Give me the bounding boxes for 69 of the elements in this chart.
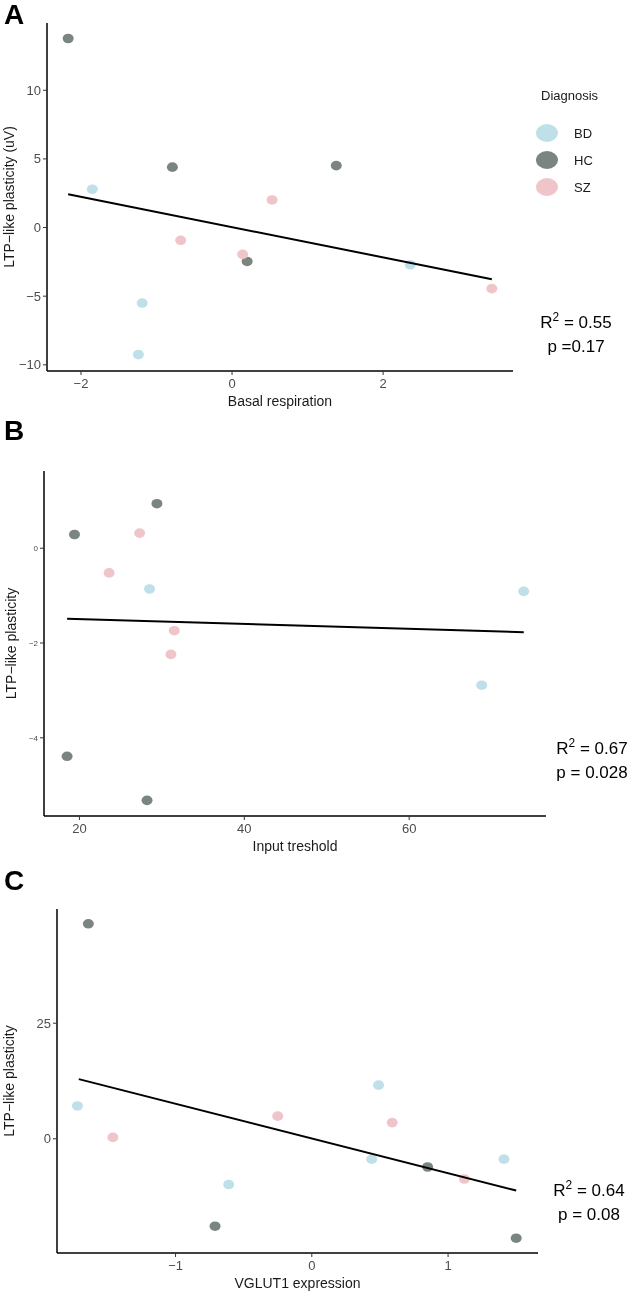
text: p = 0.08 xyxy=(558,1205,620,1224)
x-tick-label: 40 xyxy=(237,821,252,836)
point xyxy=(175,235,187,246)
point xyxy=(237,249,249,260)
point xyxy=(134,528,146,538)
point xyxy=(486,283,498,294)
point xyxy=(62,33,74,44)
point xyxy=(366,1154,378,1164)
point xyxy=(510,1233,522,1243)
chart-title: A xyxy=(4,0,25,30)
x-tick-label: 0 xyxy=(308,1258,316,1273)
x-tick-label: 1 xyxy=(444,1258,452,1273)
x-tick-label: −1 xyxy=(168,1258,183,1273)
point xyxy=(103,568,115,578)
text: p =0.17 xyxy=(547,337,605,356)
point xyxy=(330,160,342,171)
point xyxy=(272,1111,284,1121)
y-tick-label: −4 xyxy=(28,733,39,743)
point xyxy=(107,1132,119,1143)
text: R$^{2}$= 0.67 xyxy=(556,736,628,758)
point xyxy=(61,751,73,762)
legend-title: Diagnosis xyxy=(541,88,599,103)
y-tick-label: −2 xyxy=(28,638,39,648)
point xyxy=(168,625,180,636)
chart-title: B xyxy=(4,415,25,446)
y-tick-label: 5 xyxy=(33,151,41,167)
point xyxy=(166,162,178,172)
point xyxy=(498,1154,510,1164)
x-tick-label: 2 xyxy=(379,376,387,391)
point xyxy=(136,298,148,308)
x-tick-label: −2 xyxy=(73,376,89,391)
y-tick-label: 0 xyxy=(33,220,41,236)
point xyxy=(223,1179,235,1190)
y-axis-title: LTP−like plasticity xyxy=(1,1025,17,1137)
point xyxy=(386,1117,398,1128)
y-tick-label: −10 xyxy=(18,357,41,373)
point xyxy=(141,795,153,806)
point xyxy=(71,1101,83,1111)
x-tick-label: 60 xyxy=(401,821,417,836)
x-axis-title: Input treshold xyxy=(252,838,338,854)
text: R$^{2}$ = 0.64 xyxy=(553,1178,625,1200)
point xyxy=(132,349,144,360)
point xyxy=(209,1221,221,1231)
point xyxy=(518,586,530,597)
point xyxy=(86,184,98,195)
point xyxy=(144,584,156,594)
y-axis-title: LTP−like plasticity (uV) xyxy=(1,126,17,268)
text: p = 0.028 xyxy=(556,763,628,782)
y-tick-label: 0 xyxy=(33,544,39,554)
y-tick-label: 10 xyxy=(26,82,41,98)
text: R$^{2}$ = 0.55 xyxy=(540,310,612,332)
point xyxy=(82,919,94,929)
chart-title: C xyxy=(4,865,25,896)
y-axis-title: LTP−like plasticity xyxy=(3,587,19,700)
y-tick-label: −5 xyxy=(26,288,41,304)
y-tick-label: 25 xyxy=(36,1015,51,1031)
point xyxy=(69,529,80,540)
point xyxy=(165,649,177,660)
x-axis-title: VGLUT1 expression xyxy=(234,1275,361,1291)
x-axis-title: Basal respiration xyxy=(227,393,333,409)
point xyxy=(266,195,278,205)
legend-label: HC xyxy=(574,153,593,169)
point xyxy=(373,1080,385,1090)
point xyxy=(476,680,488,690)
legend-label: SZ xyxy=(574,180,591,196)
x-tick-label: 0 xyxy=(228,376,236,391)
legend-label: BD xyxy=(574,126,593,142)
x-tick-label: 20 xyxy=(72,821,87,836)
point xyxy=(151,498,163,509)
